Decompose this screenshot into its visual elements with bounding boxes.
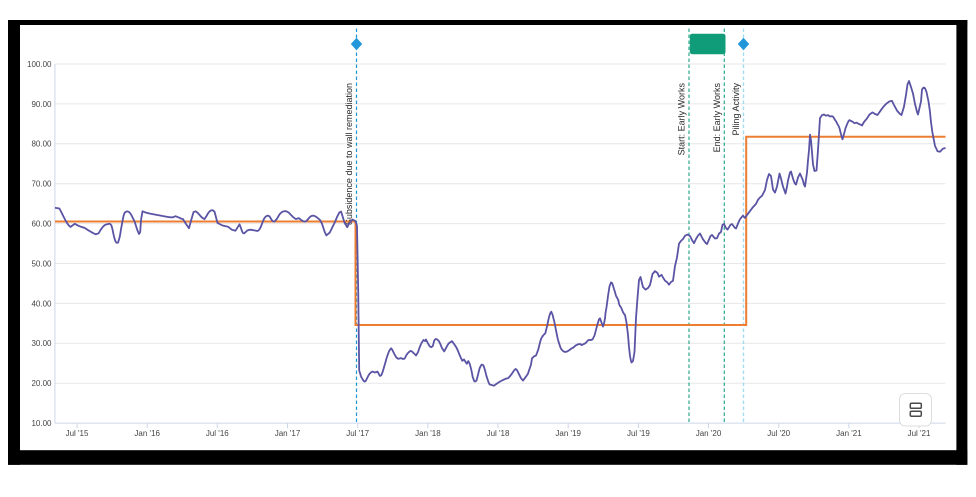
svg-text:Jan '19: Jan '19 xyxy=(555,429,581,438)
svg-text:30.00: 30.00 xyxy=(31,339,52,348)
svg-text:Subsidence due to wall remedia: Subsidence due to wall remediation xyxy=(344,83,354,225)
svg-text:End: Early Works: End: Early Works xyxy=(712,83,722,153)
svg-text:Start: Early Works: Start: Early Works xyxy=(677,83,687,156)
svg-text:60.00: 60.00 xyxy=(31,220,52,229)
svg-text:80.00: 80.00 xyxy=(31,140,52,149)
svg-text:90.00: 90.00 xyxy=(31,100,52,109)
svg-text:40.00: 40.00 xyxy=(31,299,52,308)
svg-text:100.00: 100.00 xyxy=(27,60,52,69)
svg-text:10.00: 10.00 xyxy=(31,419,52,428)
svg-text:Jul '18: Jul '18 xyxy=(487,429,510,438)
svg-text:Jul '15: Jul '15 xyxy=(66,429,89,438)
svg-text:Jul '16: Jul '16 xyxy=(206,429,229,438)
svg-text:70.00: 70.00 xyxy=(31,180,52,189)
svg-text:Jul '20: Jul '20 xyxy=(767,429,790,438)
svg-text:Jan '16: Jan '16 xyxy=(134,429,160,438)
svg-text:Jul '21: Jul '21 xyxy=(908,429,931,438)
svg-text:Jan '17: Jan '17 xyxy=(275,429,301,438)
svg-text:Piling Activity: Piling Activity xyxy=(731,83,741,136)
svg-text:Jan '21: Jan '21 xyxy=(836,429,862,438)
svg-text:Jan '20: Jan '20 xyxy=(696,429,722,438)
svg-text:Jul '19: Jul '19 xyxy=(627,429,650,438)
svg-text:50.00: 50.00 xyxy=(31,259,52,268)
svg-text:Jan '18: Jan '18 xyxy=(415,429,441,438)
svg-text:20.00: 20.00 xyxy=(31,379,52,388)
svg-text:Jul '17: Jul '17 xyxy=(346,429,369,438)
